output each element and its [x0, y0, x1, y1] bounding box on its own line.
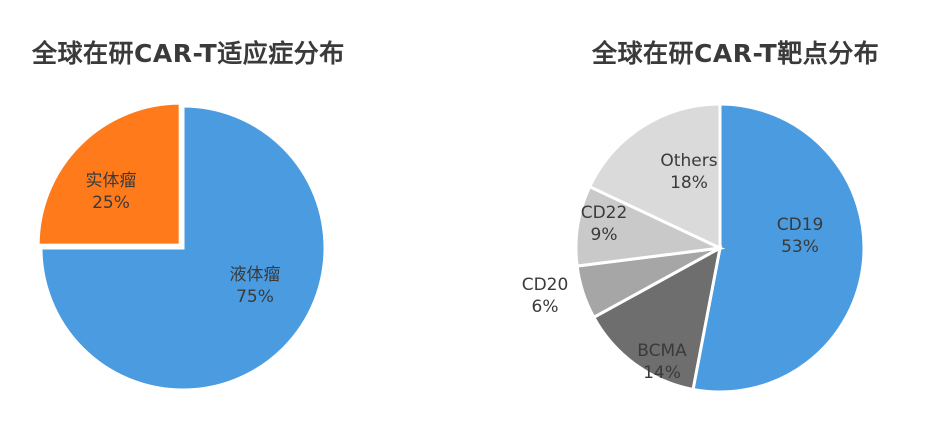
pie-slice-others [587, 102, 722, 251]
slice-label-text: Others [660, 151, 717, 171]
chart-title-indication: 全球在研CAR-T适应症分布 [32, 39, 345, 68]
slice-value-text: 75% [236, 287, 274, 307]
slice-value-text: 18% [670, 173, 708, 193]
slice-label-liquid-tumor: 液体瘤 75% [230, 265, 281, 307]
pie-slice-solid-tumor [36, 101, 182, 247]
chart-title-target: 全球在研CAR-T靶点分布 [592, 39, 880, 68]
slice-label-text: CD20 [522, 275, 569, 295]
slice-label-text: CD19 [777, 215, 824, 235]
slice-label-text: 液体瘤 [230, 265, 281, 285]
slice-label-cd19: CD19 53% [777, 215, 824, 257]
slice-label-bcma: BCMA 14% [637, 341, 687, 383]
slice-value-text: 53% [781, 237, 819, 257]
slice-label-others: Others 18% [660, 151, 717, 193]
pie-slice-cd22 [574, 184, 726, 268]
slice-label-cd20: CD20 6% [522, 275, 569, 317]
pie-slice-cd19 [691, 102, 866, 394]
slice-label-text: BCMA [637, 341, 687, 361]
pie-slice-liquid-tumor [39, 104, 327, 392]
pie-chart-indication: 实体瘤 25% 液体瘤 75% [36, 101, 327, 392]
slice-label-solid-tumor: 实体瘤 25% [86, 171, 137, 213]
slice-label-cd22: CD22 9% [581, 203, 628, 245]
slice-label-text: CD22 [581, 203, 628, 223]
slice-value-text: 6% [532, 297, 559, 317]
slice-label-text: 实体瘤 [86, 171, 137, 191]
slice-value-text: 9% [591, 225, 618, 245]
slice-value-text: 14% [643, 363, 681, 383]
slice-value-text: 25% [92, 193, 130, 213]
pie-slice-bcma [591, 245, 723, 392]
pie-chart-target: CD19 53% BCMA 14% CD20 6% CD22 9% Others 18% [522, 102, 866, 394]
